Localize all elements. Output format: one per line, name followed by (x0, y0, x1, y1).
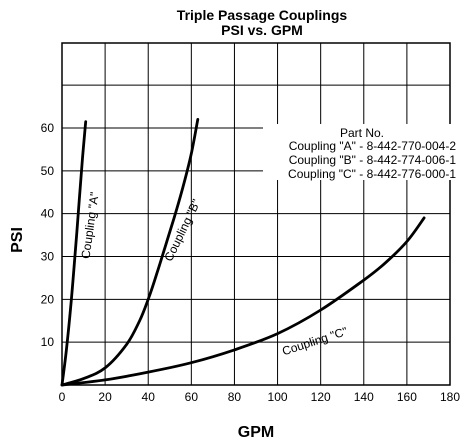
y-tick-label: 30 (41, 250, 55, 264)
series-line-a (60, 120, 88, 387)
y-axis-label: PSI (9, 227, 26, 253)
y-tick-labels: 10 20 30 40 50 60 (41, 121, 55, 349)
note-line-a: Coupling "A" - 8-442-770-004-2 (289, 139, 457, 153)
x-tick-label: 160 (397, 390, 417, 404)
grid (62, 43, 450, 385)
note-heading: Part No. (340, 126, 384, 140)
series-line-c (60, 216, 426, 387)
part-number-note: Part No. Coupling "A" - 8-442-770-004-2 … (263, 124, 457, 181)
x-tick-label: 100 (268, 390, 288, 404)
x-tick-label: 180 (440, 390, 460, 404)
x-tick-label: 60 (185, 390, 199, 404)
curves (60, 118, 426, 387)
y-tick-label: 40 (41, 207, 55, 221)
series-label-a: Coupling "A" (78, 191, 101, 260)
note-line-c: Coupling "C" - 8-442-776-000-1 (288, 167, 456, 181)
y-tick-label: 50 (41, 164, 55, 178)
chart-subtitle: PSI vs. GPM (221, 22, 303, 38)
x-tick-label: 120 (311, 390, 331, 404)
note-line-b: Coupling "B" - 8-442-774-006-1 (289, 153, 457, 167)
series-line-b (60, 118, 200, 387)
x-tick-label: 40 (142, 390, 156, 404)
x-tick-label: 20 (98, 390, 112, 404)
series-label-c: Coupling "C" (280, 324, 349, 358)
y-tick-label: 10 (41, 335, 55, 349)
y-tick-label: 60 (41, 121, 55, 135)
x-tick-label: 140 (354, 390, 374, 404)
x-tick-label: 0 (59, 390, 66, 404)
chart-title: Triple Passage Couplings (177, 7, 348, 23)
note-background (263, 124, 457, 180)
x-tick-labels: 0 20 40 60 80 100 120 140 160 180 (59, 390, 461, 404)
plot-frame (61, 42, 451, 386)
series-label-b: Coupling "B" (161, 197, 203, 264)
y-tick-label: 20 (41, 292, 55, 306)
x-tick-label: 80 (228, 390, 242, 404)
x-axis-label: GPM (238, 424, 274, 441)
